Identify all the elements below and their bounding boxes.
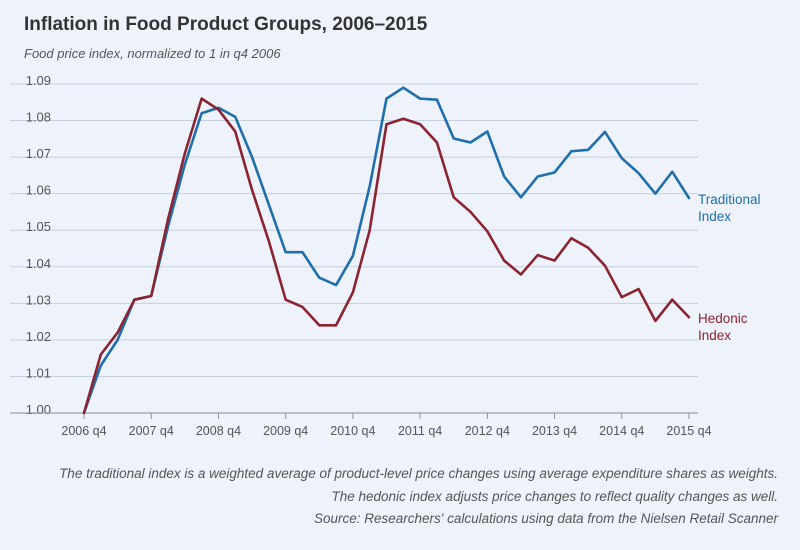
svg-text:2014 q4: 2014 q4 bbox=[599, 424, 644, 438]
svg-text:1.06: 1.06 bbox=[26, 183, 51, 198]
svg-text:1.01: 1.01 bbox=[26, 365, 51, 380]
svg-text:2015 q4: 2015 q4 bbox=[666, 424, 711, 438]
svg-text:2012 q4: 2012 q4 bbox=[465, 424, 510, 438]
svg-text:2008 q4: 2008 q4 bbox=[196, 424, 241, 438]
svg-text:1.05: 1.05 bbox=[26, 219, 51, 234]
svg-text:Index: Index bbox=[698, 209, 731, 224]
svg-text:1.04: 1.04 bbox=[26, 256, 51, 271]
svg-text:2009 q4: 2009 q4 bbox=[263, 424, 308, 438]
svg-text:1.03: 1.03 bbox=[26, 292, 51, 307]
svg-text:Index: Index bbox=[698, 328, 731, 343]
svg-text:2010 q4: 2010 q4 bbox=[330, 424, 375, 438]
svg-text:2007 q4: 2007 q4 bbox=[129, 424, 174, 438]
svg-text:2006 q4: 2006 q4 bbox=[61, 424, 106, 438]
svg-text:Hedonic: Hedonic bbox=[698, 311, 748, 326]
svg-text:1.09: 1.09 bbox=[26, 73, 51, 88]
svg-text:Traditional: Traditional bbox=[698, 192, 761, 207]
svg-text:1.07: 1.07 bbox=[26, 146, 51, 161]
svg-text:2011 q4: 2011 q4 bbox=[398, 424, 442, 438]
svg-text:1.08: 1.08 bbox=[26, 110, 51, 125]
svg-text:1.02: 1.02 bbox=[26, 329, 51, 344]
svg-text:1.00: 1.00 bbox=[26, 402, 51, 417]
svg-text:2013 q4: 2013 q4 bbox=[532, 424, 577, 438]
